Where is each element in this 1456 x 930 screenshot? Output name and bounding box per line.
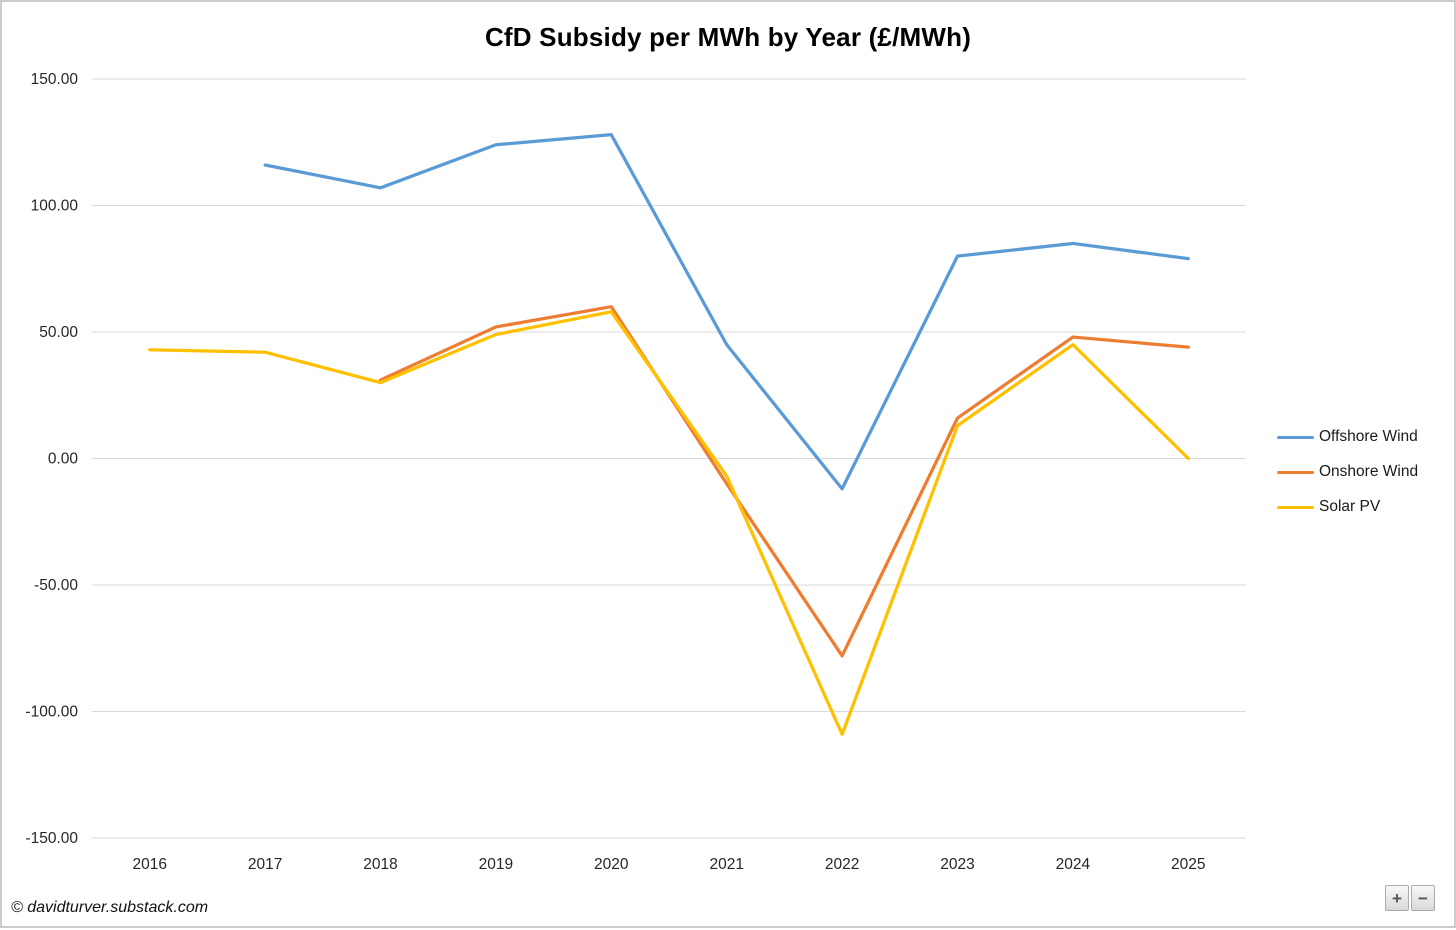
x-tick-label: 2018 bbox=[363, 856, 397, 873]
x-tick-label: 2023 bbox=[940, 856, 974, 873]
series-line-offshore-wind bbox=[263, 133, 1190, 491]
y-tick-label: 100.00 bbox=[31, 198, 79, 215]
x-tick-label: 2025 bbox=[1171, 856, 1205, 873]
legend-item-solar-pv: Solar PV bbox=[1277, 492, 1418, 522]
legend-item-onshore-wind: Onshore Wind bbox=[1277, 457, 1418, 487]
series-line-solar-pv bbox=[148, 310, 1190, 736]
y-tick-label: 0.00 bbox=[48, 451, 79, 468]
y-tick-label: -150.00 bbox=[25, 830, 78, 847]
x-tick-label: 2016 bbox=[132, 856, 166, 873]
legend-item-offshore-wind: Offshore Wind bbox=[1277, 422, 1418, 452]
chart-legend: Offshore Wind Onshore Wind Solar PV bbox=[1277, 422, 1418, 522]
zoom-controls: + − bbox=[1385, 885, 1435, 911]
x-tick-label: 2022 bbox=[825, 856, 859, 873]
legend-label: Onshore Wind bbox=[1319, 463, 1419, 480]
y-tick-label: 50.00 bbox=[39, 324, 78, 341]
chart-title: CfD Subsidy per MWh by Year (£/MWh) bbox=[484, 22, 972, 52]
zoom-in-button[interactable]: + bbox=[1385, 885, 1409, 911]
y-tick-label: -50.00 bbox=[34, 577, 78, 594]
x-tick-label: 2021 bbox=[709, 856, 743, 873]
legend-label: Solar PV bbox=[1319, 498, 1381, 515]
series-line-onshore-wind bbox=[378, 305, 1190, 658]
legend-swatch bbox=[1277, 435, 1314, 439]
watermark-text: © davidturver.substack.com bbox=[11, 899, 209, 916]
y-tick-label: 150.00 bbox=[31, 71, 79, 88]
x-tick-label: 2017 bbox=[248, 856, 282, 873]
x-tick-label: 2024 bbox=[1056, 856, 1091, 873]
x-tick-label: 2020 bbox=[594, 856, 629, 873]
legend-swatch bbox=[1277, 470, 1314, 474]
legend-swatch bbox=[1277, 505, 1314, 509]
y-tick-label: -100.00 bbox=[25, 704, 78, 721]
x-tick-label: 2019 bbox=[479, 856, 513, 873]
zoom-out-button[interactable]: − bbox=[1411, 885, 1435, 911]
legend-label: Offshore Wind bbox=[1319, 428, 1418, 445]
